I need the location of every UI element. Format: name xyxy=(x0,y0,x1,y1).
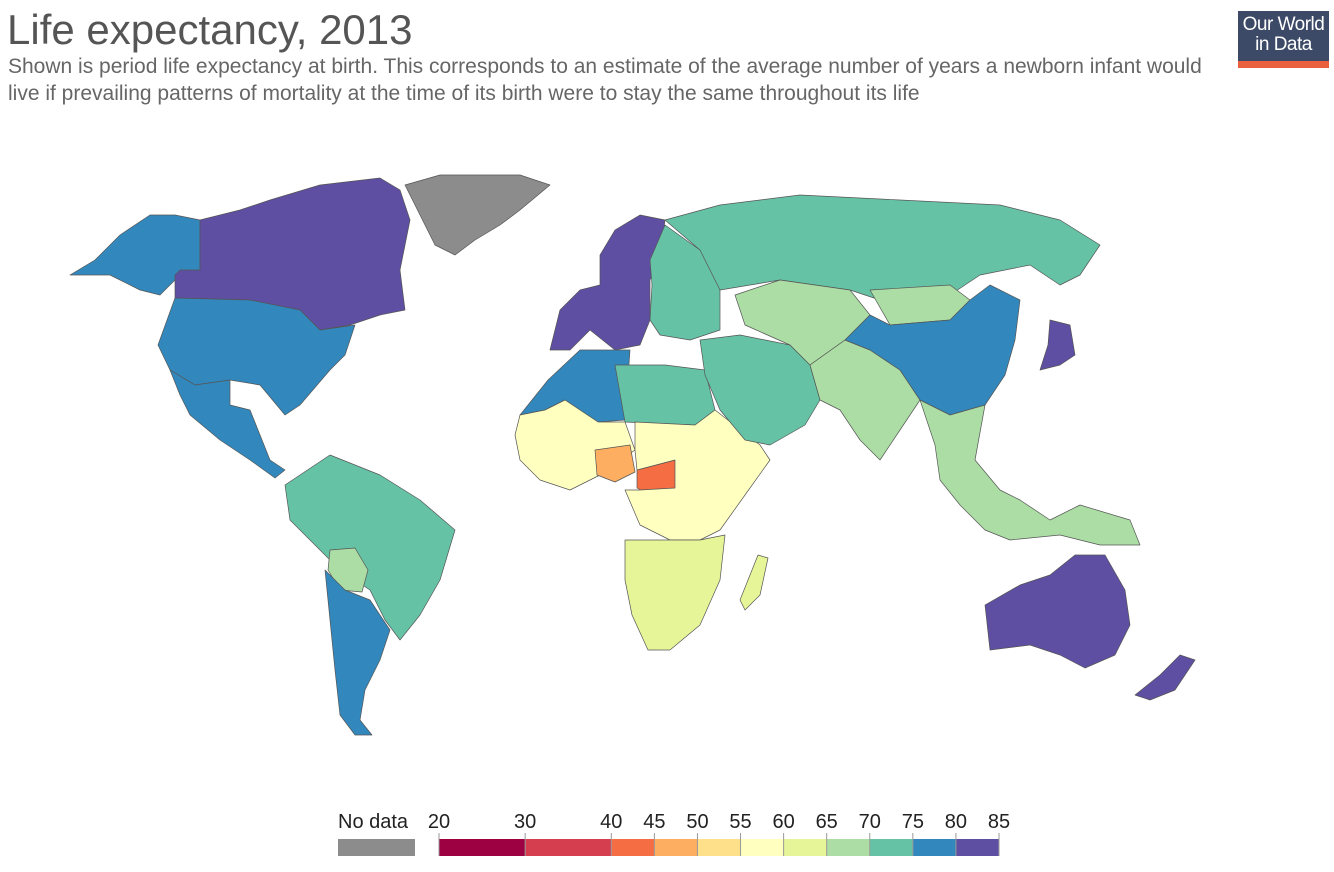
map-legend: No data 20 30 40 45 50 55 60 65 70 75 80 85 xyxy=(338,811,1010,856)
legend-bin-9[interactable] xyxy=(912,839,956,856)
region-new-zealand[interactable] xyxy=(1134,654,1196,701)
region-japan[interactable] xyxy=(1039,319,1076,371)
legend-bin-1[interactable] xyxy=(525,839,612,856)
logo-accent-bar xyxy=(1238,61,1329,68)
legend-no-data-swatch xyxy=(338,839,415,856)
logo-line-1: Our World xyxy=(1242,14,1325,35)
legend-tick-label-11: 85 xyxy=(988,811,1010,833)
legend-tick-label-6: 60 xyxy=(772,811,794,833)
legend-bin-2[interactable] xyxy=(611,839,655,856)
region-madagascar[interactable] xyxy=(739,554,769,611)
region-north-africa-east[interactable] xyxy=(614,364,716,426)
legend-tick-label-9: 75 xyxy=(902,811,924,833)
chart-subtitle: Shown is period life expectancy at birth… xyxy=(8,55,1202,105)
region-china[interactable] xyxy=(844,284,1021,416)
legend-bin-5[interactable] xyxy=(740,839,784,856)
region-bolivia[interactable] xyxy=(327,547,369,593)
legend-bin-4[interactable] xyxy=(697,839,741,856)
logo-line-2: in Data xyxy=(1255,34,1312,55)
region-mexico-central[interactable] xyxy=(169,369,286,479)
legend-bin-6[interactable] xyxy=(783,839,827,856)
region-russia[interactable] xyxy=(664,194,1101,301)
legend-tick-label-8: 70 xyxy=(859,811,881,833)
legend-tick-label-0: 20 xyxy=(428,811,450,833)
legend-bin-7[interactable] xyxy=(826,839,870,856)
legend-bin-3[interactable] xyxy=(654,839,698,856)
region-south-america-north[interactable] xyxy=(284,454,456,641)
region-greenland[interactable] xyxy=(404,174,551,256)
region-southern-africa[interactable] xyxy=(624,534,726,651)
legend-tick-label-4: 50 xyxy=(686,811,708,833)
legend-bin-8[interactable] xyxy=(869,839,913,856)
owid-logo[interactable]: Our World in Data xyxy=(1238,11,1329,68)
region-nigeria[interactable] xyxy=(594,444,636,483)
legend-tick-label-3: 45 xyxy=(643,811,665,833)
region-western-europe[interactable] xyxy=(549,214,666,351)
legend-tick-label-5: 55 xyxy=(729,811,751,833)
legend-bin-10[interactable] xyxy=(955,839,999,856)
legend-bin-0[interactable] xyxy=(439,839,526,856)
legend-tick-label-7: 65 xyxy=(816,811,838,833)
region-southeast-asia[interactable] xyxy=(919,399,1141,546)
legend-no-data-label: No data xyxy=(338,811,409,833)
legend-tick-label-1: 30 xyxy=(514,811,536,833)
region-north-america-north[interactable] xyxy=(174,177,411,331)
region-australia[interactable] xyxy=(984,554,1131,669)
legend-tick-label-10: 80 xyxy=(945,811,967,833)
region-southern-cone[interactable] xyxy=(324,569,391,736)
legend-tick-label-2: 40 xyxy=(600,811,622,833)
chart-title: Life expectancy, 2013 xyxy=(7,6,413,53)
world-map[interactable] xyxy=(0,160,1334,760)
region-middle-east[interactable] xyxy=(699,334,821,446)
